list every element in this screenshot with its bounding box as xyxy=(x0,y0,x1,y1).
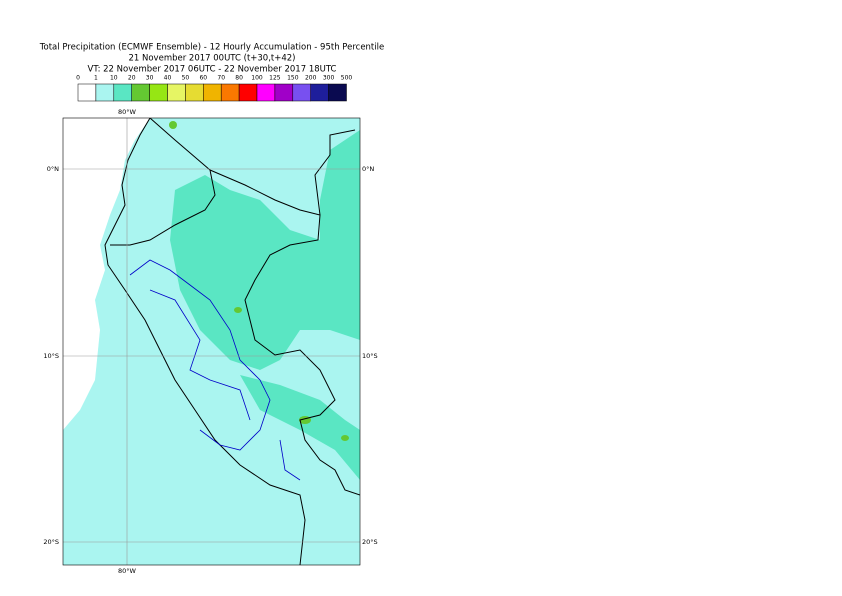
legend-swatch xyxy=(220,83,240,102)
legend-swatch xyxy=(113,83,132,102)
legend-swatch xyxy=(274,83,294,102)
title-line: 21 November 2017 00UTC (t+30,t+42) xyxy=(128,54,295,64)
legend-swatch xyxy=(95,83,115,102)
legend-swatch xyxy=(328,83,347,102)
legend-label: 300 xyxy=(323,75,335,82)
lat-label: 10°S xyxy=(362,352,378,360)
legend-swatch xyxy=(131,83,150,102)
title-line: VT: 22 November 2017 06UTC - 22 November… xyxy=(88,65,337,75)
lat-label: 20°S xyxy=(362,538,378,546)
lat-label: 20°S xyxy=(43,538,59,546)
legend-label: 200 xyxy=(305,75,317,82)
lon-label: 80°W xyxy=(118,567,137,575)
legend: 0 1 10 20 30 40 50 60 70 80 100 125 150 200 300 500 xyxy=(76,75,352,102)
title-line: Total Precipitation (ECMWF Ensemble) - 1… xyxy=(39,43,384,53)
legend-label: 125 xyxy=(269,75,281,82)
legend-label: 20 xyxy=(128,75,136,82)
legend-swatch xyxy=(238,83,258,102)
legend-swatch xyxy=(256,83,276,102)
legend-swatch xyxy=(167,83,186,102)
map xyxy=(63,118,360,565)
legend-swatch xyxy=(185,83,204,102)
legend-label: 80 xyxy=(235,75,243,82)
lon-label: 80°W xyxy=(118,108,137,116)
legend-label: 30 xyxy=(146,75,154,82)
lat-label: 0°N xyxy=(47,165,59,173)
map-frame xyxy=(62,117,361,566)
legend-label: 100 xyxy=(251,75,263,82)
legend-label: 70 xyxy=(217,75,225,82)
legend-label: 1 xyxy=(94,75,98,82)
legend-swatch xyxy=(310,83,329,102)
legend-label: 10 xyxy=(110,75,118,82)
legend-swatch xyxy=(203,83,222,102)
legend-swatch xyxy=(77,83,97,102)
legend-label: 0 xyxy=(76,75,80,82)
legend-label: 500 xyxy=(341,75,353,82)
lat-label: 10°S xyxy=(43,352,59,360)
legend-swatch xyxy=(292,83,311,102)
legend-label: 40 xyxy=(164,75,172,82)
legend-label: 60 xyxy=(199,75,207,82)
lat-label: 0°N xyxy=(362,165,374,173)
legend-label: 150 xyxy=(287,75,299,82)
legend-swatch xyxy=(149,83,168,102)
legend-label: 50 xyxy=(182,75,190,82)
